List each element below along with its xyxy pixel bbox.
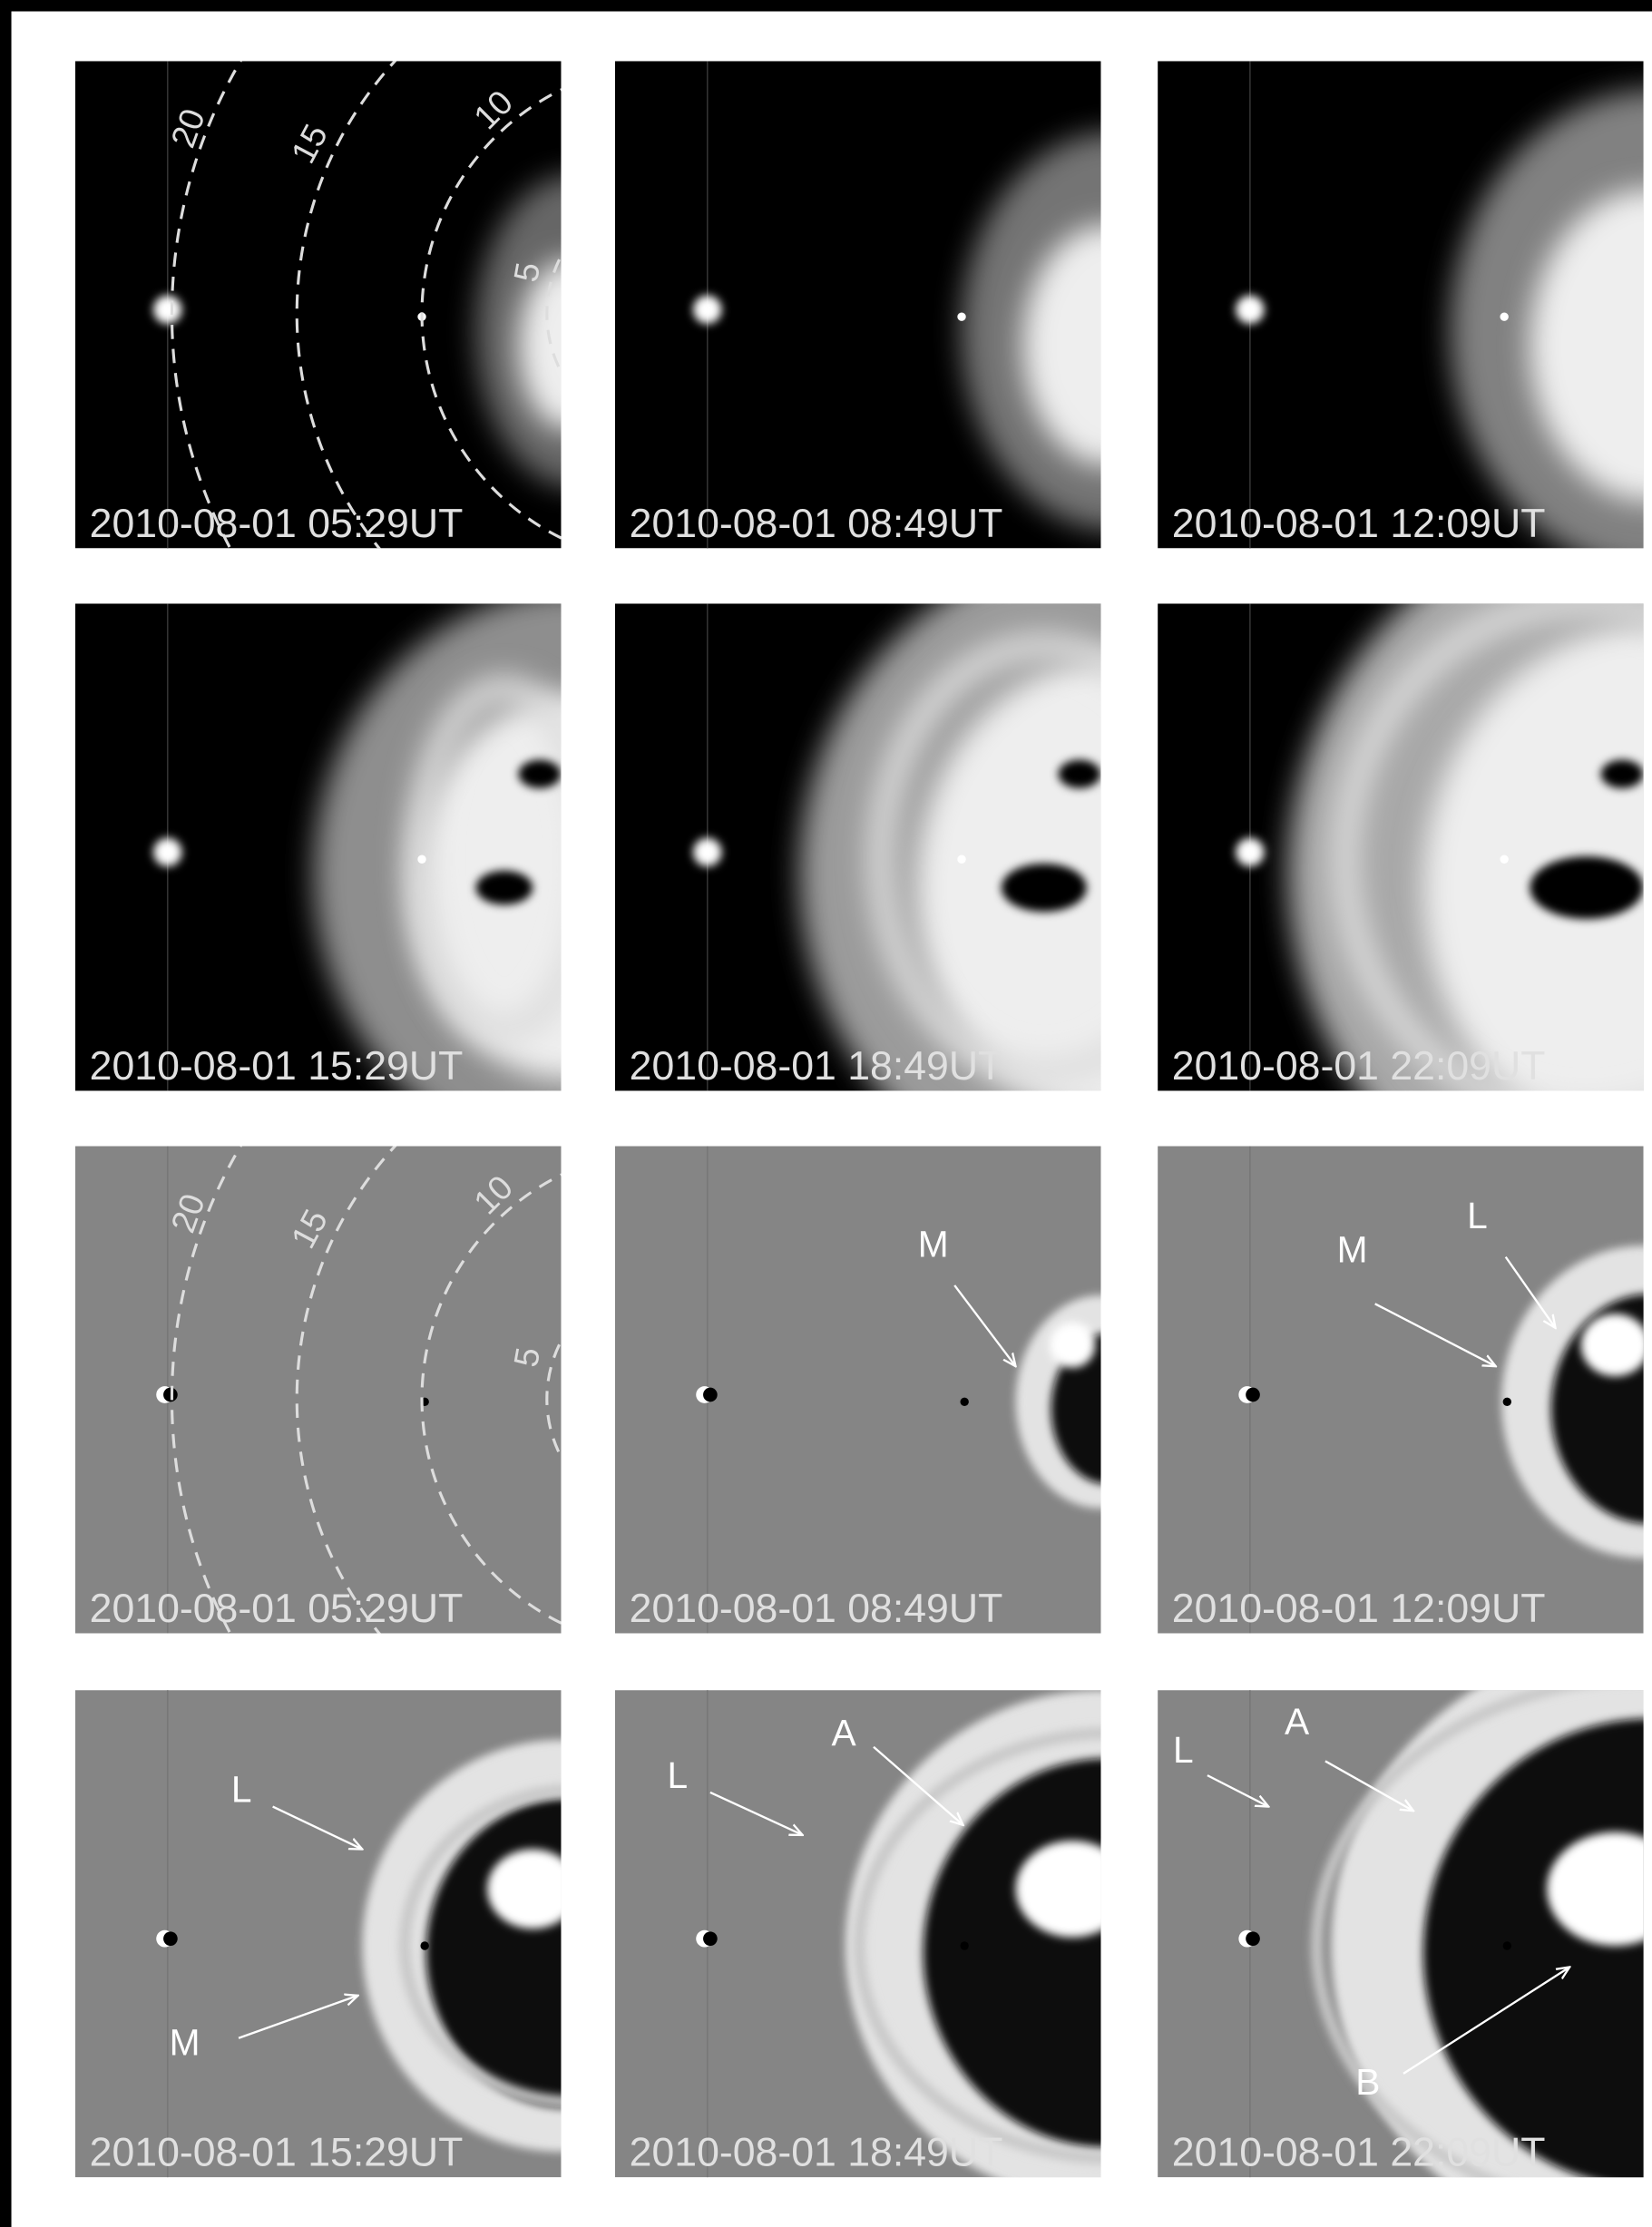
annotation-label: M <box>918 1223 949 1265</box>
timestamp: 2010-08-01 08:49UT <box>630 1587 1003 1631</box>
dark-cavity <box>476 871 533 905</box>
dark-cavity <box>1059 760 1101 788</box>
timestamp: 2010-08-01 18:49UT <box>630 2131 1003 2175</box>
panel-image <box>1158 61 1652 572</box>
panel: 2010-08-01 22:09UT <box>1158 504 1652 1243</box>
dark-cavity <box>1002 864 1087 912</box>
sun-marker <box>1503 1941 1511 1949</box>
dark-cavity <box>519 760 562 788</box>
panel-image <box>1158 504 1652 1243</box>
planet-glow <box>153 296 181 324</box>
planet-black <box>1246 1388 1260 1402</box>
panel: M L 2010-08-01 12:09UT <box>1158 1147 1652 1634</box>
sun-marker <box>957 312 965 320</box>
timestamp: 2010-08-01 18:49UT <box>630 1044 1003 1089</box>
sun-marker <box>1500 855 1508 864</box>
timestamp: 2010-08-01 15:29UT <box>90 1044 464 1089</box>
corona-core <box>519 260 619 431</box>
sun-marker <box>960 1941 968 1949</box>
sun-marker <box>1500 312 1508 320</box>
panel-image <box>615 1147 1186 1634</box>
timestamp: 2010-08-01 12:09UT <box>1172 1587 1546 1631</box>
planet-glow <box>693 838 721 866</box>
panel-image <box>1158 1147 1652 1634</box>
planet-glow <box>1236 296 1264 324</box>
dark-cavity <box>1530 856 1643 919</box>
timestamp: 2010-08-01 22:09UT <box>1172 1044 1546 1089</box>
planet-black <box>1246 1931 1260 1946</box>
planet-black <box>163 1388 178 1402</box>
planet-glow <box>693 296 721 324</box>
timestamp: 2010-08-01 05:29UT <box>90 1587 464 1631</box>
annotation-label: A <box>832 1712 857 1753</box>
dark-cavity <box>1601 760 1644 788</box>
figure: 20151052010-08-01 05:29UT2010-08-01 08:4… <box>0 0 1652 2227</box>
planet-black <box>163 1931 178 1946</box>
panel: M 2010-08-01 08:49UT <box>615 1147 1186 1634</box>
annotation-label: M <box>170 2021 200 2063</box>
timestamp: 2010-08-01 22:09UT <box>1172 2131 1546 2175</box>
annotation-label: L <box>668 1754 689 1796</box>
sun-marker <box>1503 1398 1511 1406</box>
sun-marker <box>957 855 965 864</box>
timestamp: 2010-08-01 12:09UT <box>1172 502 1546 546</box>
planet-black <box>703 1388 718 1402</box>
planet-black <box>703 1931 718 1946</box>
page: 20151052010-08-01 05:29UT2010-08-01 08:4… <box>0 0 1652 2227</box>
annotation-label: A <box>1285 1700 1310 1742</box>
sun-marker <box>960 1398 968 1406</box>
panel: L A B 2010-08-01 22:09UT <box>1158 1640 1652 2227</box>
timestamp: 2010-08-01 15:29UT <box>90 2131 464 2175</box>
diff-bright-patch <box>487 1850 578 1929</box>
planet-glow <box>153 838 181 866</box>
annotation-label: L <box>1173 1729 1194 1771</box>
timestamp: 2010-08-01 05:29UT <box>90 502 464 546</box>
frame-top <box>0 0 1652 12</box>
planet-glow <box>1236 838 1264 866</box>
sun-marker <box>417 855 425 864</box>
frame-left <box>0 0 12 2227</box>
diff-bright-patch <box>1016 1841 1129 1937</box>
annotation-label: L <box>1467 1195 1488 1236</box>
sun-marker <box>420 1941 428 1949</box>
diff-bright-patch <box>1050 1323 1095 1368</box>
annotation-label: B <box>1355 2061 1380 2103</box>
panel: 2010-08-01 12:09UT <box>1158 61 1652 572</box>
diff-bright-patch <box>1581 1314 1649 1376</box>
annotation-label: L <box>231 1769 252 1811</box>
timestamp: 2010-08-01 08:49UT <box>630 502 1003 546</box>
annotation-label: M <box>1337 1229 1368 1271</box>
